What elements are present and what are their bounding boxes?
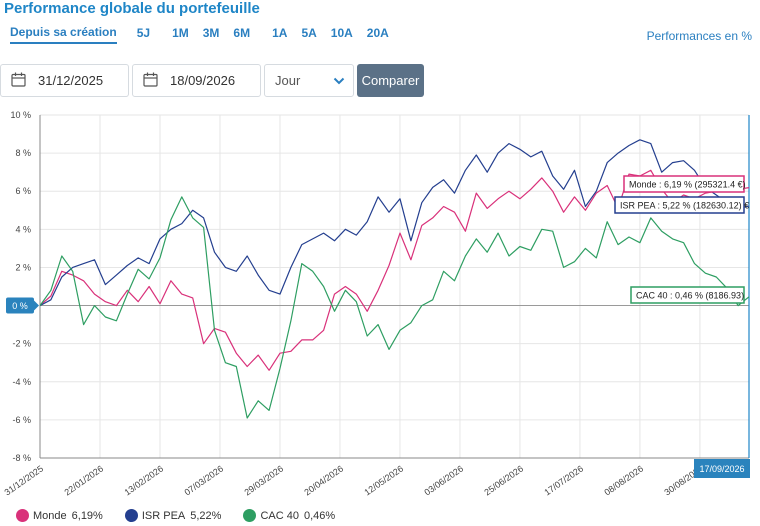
date-to-field[interactable]: 18/09/2026 [132,64,261,97]
period-6m[interactable]: 6M [233,26,251,40]
x-tick-label: 25/06/2026 [482,463,525,497]
period-10y[interactable]: 10A [330,26,353,40]
series-line-monde [39,169,750,371]
zero-badge [6,297,34,314]
y-tick-label: -4 % [12,377,31,387]
x-tick-label: 22/01/2026 [63,463,106,497]
x-tick-label: 12/05/2026 [362,463,405,497]
x-tick-label: 07/03/2026 [182,463,225,497]
legend-item-monde[interactable]: Monde 6,19% [16,509,103,522]
y-tick-label: -8 % [12,453,31,463]
performance-chart: 10 % 8 % 6 % 4 % 2 % 0 % -2 % -4 % -6 % -8 %31/12… [3,110,750,497]
x-tick-label: 31/12/2025 [3,463,46,497]
date-to-value: 18/09/2026 [170,73,236,88]
y-tick-label: -6 % [12,415,31,425]
y-tick-label: 10 % [10,110,31,120]
zero-label: 0 % [12,301,28,311]
legend-value: 5,22% [190,509,222,522]
legend-label: ISR PEA [141,509,186,522]
compare-button[interactable]: Comparer [357,64,424,97]
chart-series [39,139,750,419]
page-title: Performance globale du portefeuille [4,0,260,17]
legend-label: Monde [33,509,67,522]
calendar-icon [11,72,26,90]
x-tick-label: 13/02/2026 [122,463,165,497]
date-from-field[interactable]: 31/12/2025 [0,64,129,97]
x-tick-label: 20/04/2026 [302,463,345,497]
legend-dot [124,509,138,522]
x-tick-label: 29/03/2026 [242,463,285,497]
period-5y[interactable]: 5A [301,26,317,40]
period-20y[interactable]: 20A [366,26,389,40]
chart-legend: Monde 6,19% ISR PEA 5,22% CAC 40 0,46% [16,509,357,522]
period-1m[interactable]: 1M [172,26,189,40]
date-from-value: 31/12/2025 [38,73,104,88]
legend-label: CAC 40 [260,509,299,522]
x-tick-label: 08/08/2026 [602,463,645,497]
x-tick-label: 17/07/2026 [542,463,585,497]
legend-value: 0,46% [303,509,336,522]
y-tick-label: 2 % [15,262,31,272]
period-selector: Depuis sa création 5J 1M 3M 6M 1A 5A 10A… [10,25,403,44]
y-tick-label: 4 % [15,224,31,234]
series-line-isr-pea [39,139,750,307]
period-5d[interactable]: 5J [136,26,151,40]
series-end-label: CAC 40 : 0,46 % (8186.93) [636,291,744,301]
zero-badge-arrow [34,300,39,311]
chevron-down-icon [333,73,345,88]
calendar-icon [143,72,158,90]
legend-value: 6,19% [71,509,103,522]
period-3m[interactable]: 3M [202,26,220,40]
granularity-select[interactable]: Jour [264,64,354,97]
granularity-value: Jour [275,73,301,88]
series-end-label-box [630,286,745,304]
series-end-label-box [614,196,745,214]
end-date-label: 17/09/2026 [699,464,744,474]
series-end-label: Monde : 6,19 % (295321.4 €) [629,180,746,190]
period-1y[interactable]: 1A [272,26,288,40]
legend-dot [243,509,257,522]
chart-labels: 0 % Monde : 6,19 % (295321.4 €) ISR PEA : … [6,175,750,478]
performances-note: Performances en % [646,29,752,43]
x-tick-label: 03/06/2026 [422,463,465,497]
y-tick-label: 8 % [15,148,31,158]
y-tick-label: -2 % [12,339,31,349]
legend-item-isr-pea[interactable]: ISR PEA 5,22% [124,509,222,522]
legend-item-cac40[interactable]: CAC 40 0,46% [243,509,335,522]
legend-dot [16,509,29,522]
series-end-label: ISR PEA : 5,22 % (182630.12) € [620,201,749,211]
y-tick-label: 6 % [15,186,31,196]
end-date-badge [694,459,750,478]
period-since-creation[interactable]: Depuis sa création [10,25,117,44]
series-end-label-box [623,175,745,193]
series-line-cac-40 [39,196,750,419]
